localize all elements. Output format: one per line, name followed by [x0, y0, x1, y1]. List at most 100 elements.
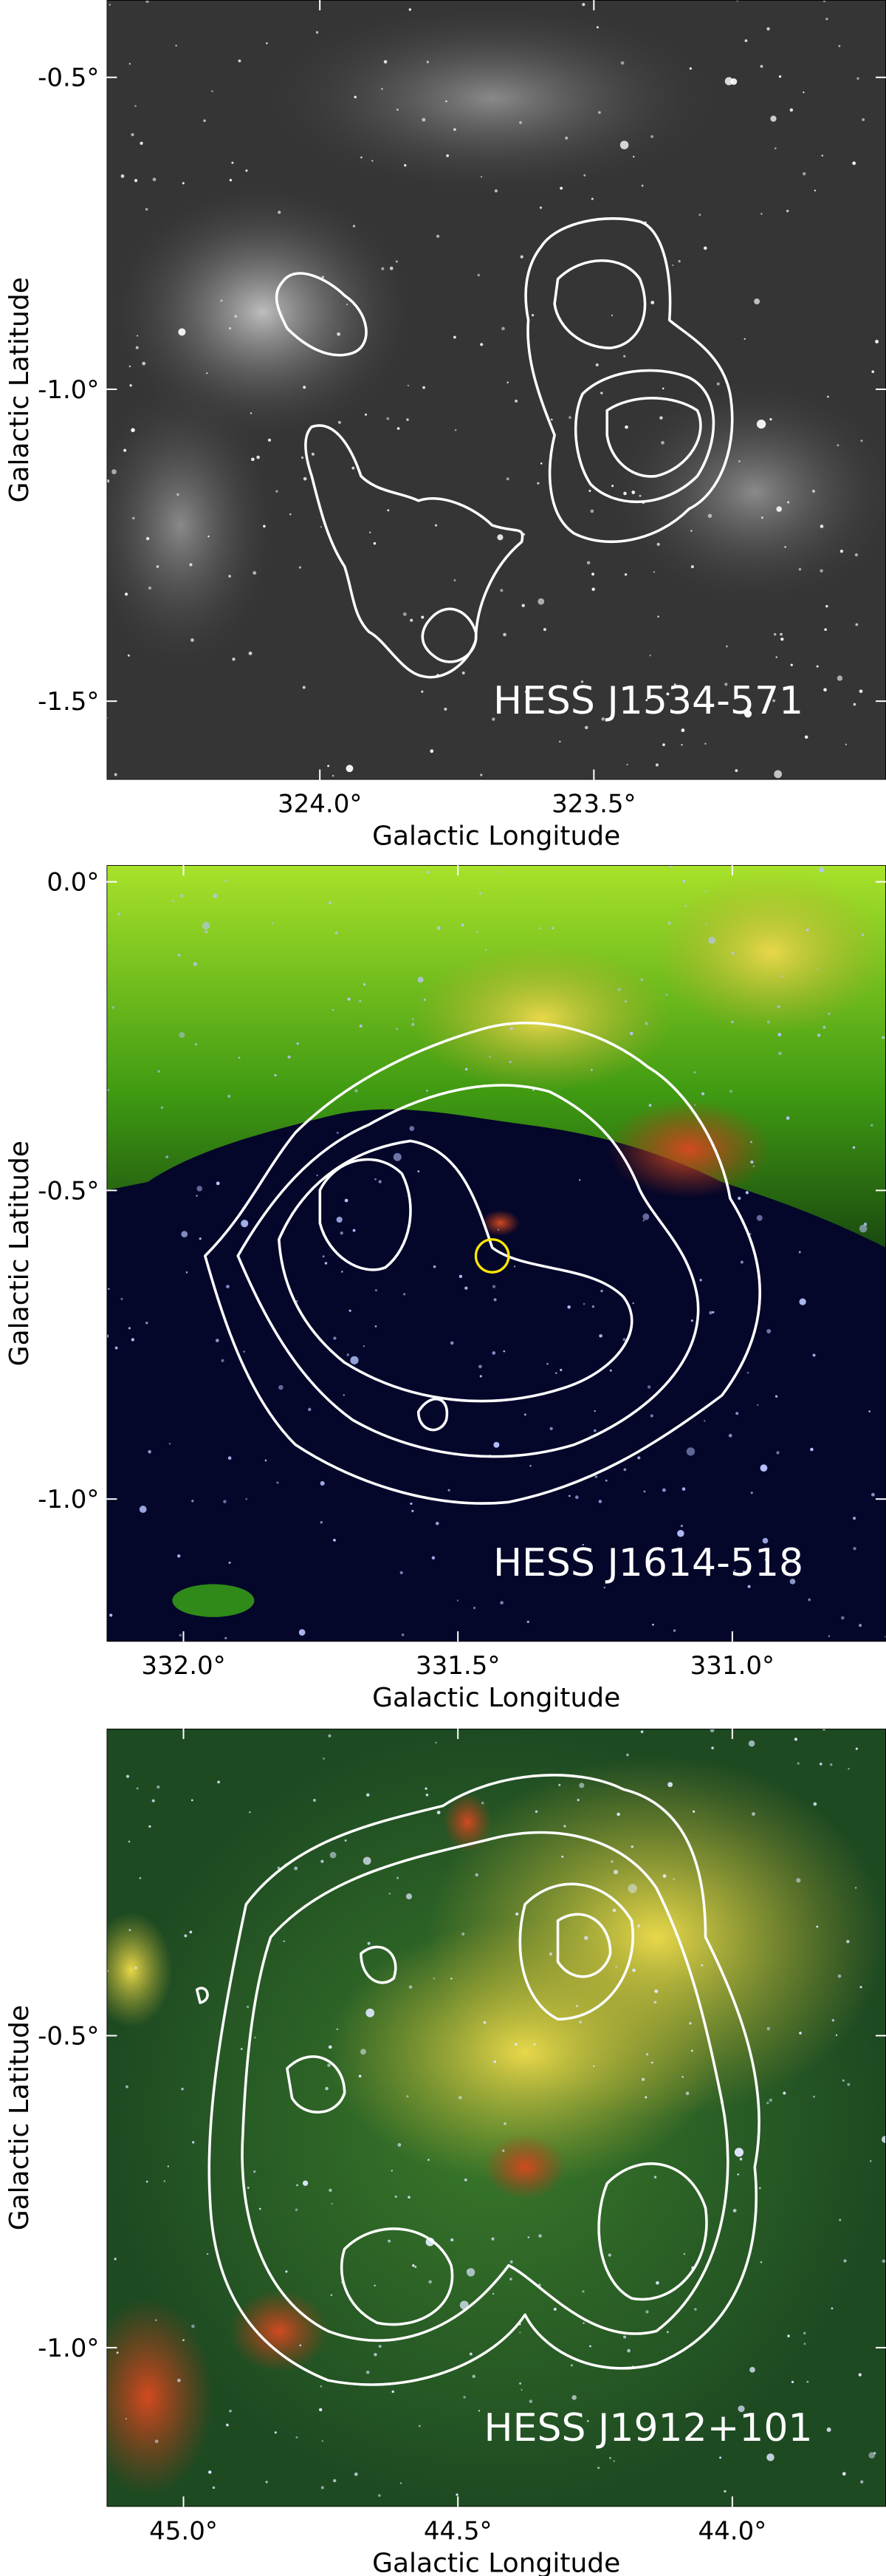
- star: [601, 717, 605, 721]
- star: [328, 2045, 332, 2049]
- star: [264, 1459, 267, 1462]
- star: [803, 2343, 806, 2346]
- star: [491, 2237, 495, 2241]
- star: [656, 542, 660, 546]
- star: [680, 1524, 683, 1528]
- star: [223, 1500, 227, 1503]
- star: [724, 683, 728, 686]
- star: [662, 1874, 667, 1878]
- star: [811, 489, 815, 493]
- star: [766, 27, 770, 31]
- star: [705, 889, 707, 892]
- star: [855, 1747, 858, 1750]
- star: [374, 2353, 377, 2357]
- star: [318, 2408, 323, 2412]
- star: [667, 1782, 673, 1788]
- star: [760, 2261, 763, 2264]
- star: [285, 2270, 288, 2273]
- star: [745, 1191, 749, 1195]
- star: [583, 2322, 585, 2324]
- star: [776, 1451, 780, 1455]
- star: [492, 717, 495, 721]
- star: [693, 1810, 696, 1813]
- star: [328, 901, 332, 905]
- star: [396, 109, 399, 111]
- star: [632, 1302, 634, 1305]
- star: [431, 1556, 436, 1560]
- star: [677, 1530, 684, 1537]
- star: [853, 1547, 856, 1551]
- star: [731, 1020, 734, 1024]
- star: [422, 117, 426, 122]
- star: [426, 1090, 428, 1092]
- star: [661, 441, 664, 445]
- star: [650, 1414, 654, 1418]
- star: [421, 615, 425, 619]
- star: [231, 161, 234, 164]
- star: [710, 1728, 715, 1733]
- star: [134, 1966, 137, 1969]
- star: [504, 2122, 506, 2125]
- star: [229, 327, 232, 329]
- star: [673, 1878, 675, 1880]
- star: [388, 2239, 391, 2243]
- star: [623, 355, 626, 358]
- star: [404, 164, 407, 167]
- star: [577, 1798, 580, 1802]
- star: [570, 2364, 573, 2367]
- star: [738, 1196, 741, 1200]
- star: [744, 710, 752, 718]
- star: [619, 140, 629, 150]
- star: [311, 452, 315, 456]
- star: [798, 1251, 801, 1254]
- star: [740, 1260, 744, 1264]
- star: [374, 1325, 377, 1328]
- star: [623, 491, 627, 496]
- star: [645, 699, 648, 702]
- star: [845, 743, 847, 746]
- star: [549, 1427, 553, 1430]
- star: [365, 413, 367, 416]
- star: [205, 930, 208, 934]
- star: [523, 1413, 526, 1416]
- star: [823, 1025, 826, 1029]
- star: [351, 466, 355, 470]
- star: [749, 2367, 755, 2373]
- star: [863, 1222, 868, 1226]
- star: [453, 335, 456, 339]
- star: [240, 2048, 243, 2050]
- star: [637, 1456, 641, 1460]
- star: [625, 425, 628, 429]
- star: [190, 1799, 193, 1802]
- star: [650, 134, 654, 138]
- star: [831, 2307, 834, 2310]
- star: [123, 448, 127, 452]
- star: [583, 174, 586, 177]
- x-tick-label: 44.5°: [424, 2516, 492, 2546]
- star: [856, 77, 859, 80]
- star: [628, 1884, 637, 1893]
- star: [228, 575, 231, 578]
- star: [598, 111, 601, 115]
- star: [287, 1055, 291, 1059]
- star: [760, 1464, 768, 1472]
- y-tick-label: -1.0°: [38, 1485, 99, 1514]
- star: [790, 663, 793, 666]
- star: [176, 1554, 181, 1558]
- star: [472, 2374, 475, 2379]
- star: [458, 2096, 462, 2100]
- star: [583, 1302, 585, 1305]
- star: [780, 638, 784, 641]
- star: [308, 1407, 312, 1412]
- star: [764, 1558, 767, 1561]
- star: [642, 1220, 645, 1222]
- star: [299, 2344, 302, 2347]
- star: [386, 417, 390, 420]
- star: [181, 2088, 184, 2091]
- star: [456, 2493, 459, 2496]
- star: [719, 2456, 722, 2459]
- star: [196, 1195, 198, 1197]
- star: [693, 1071, 696, 1074]
- star: [662, 387, 664, 390]
- star: [423, 998, 426, 1001]
